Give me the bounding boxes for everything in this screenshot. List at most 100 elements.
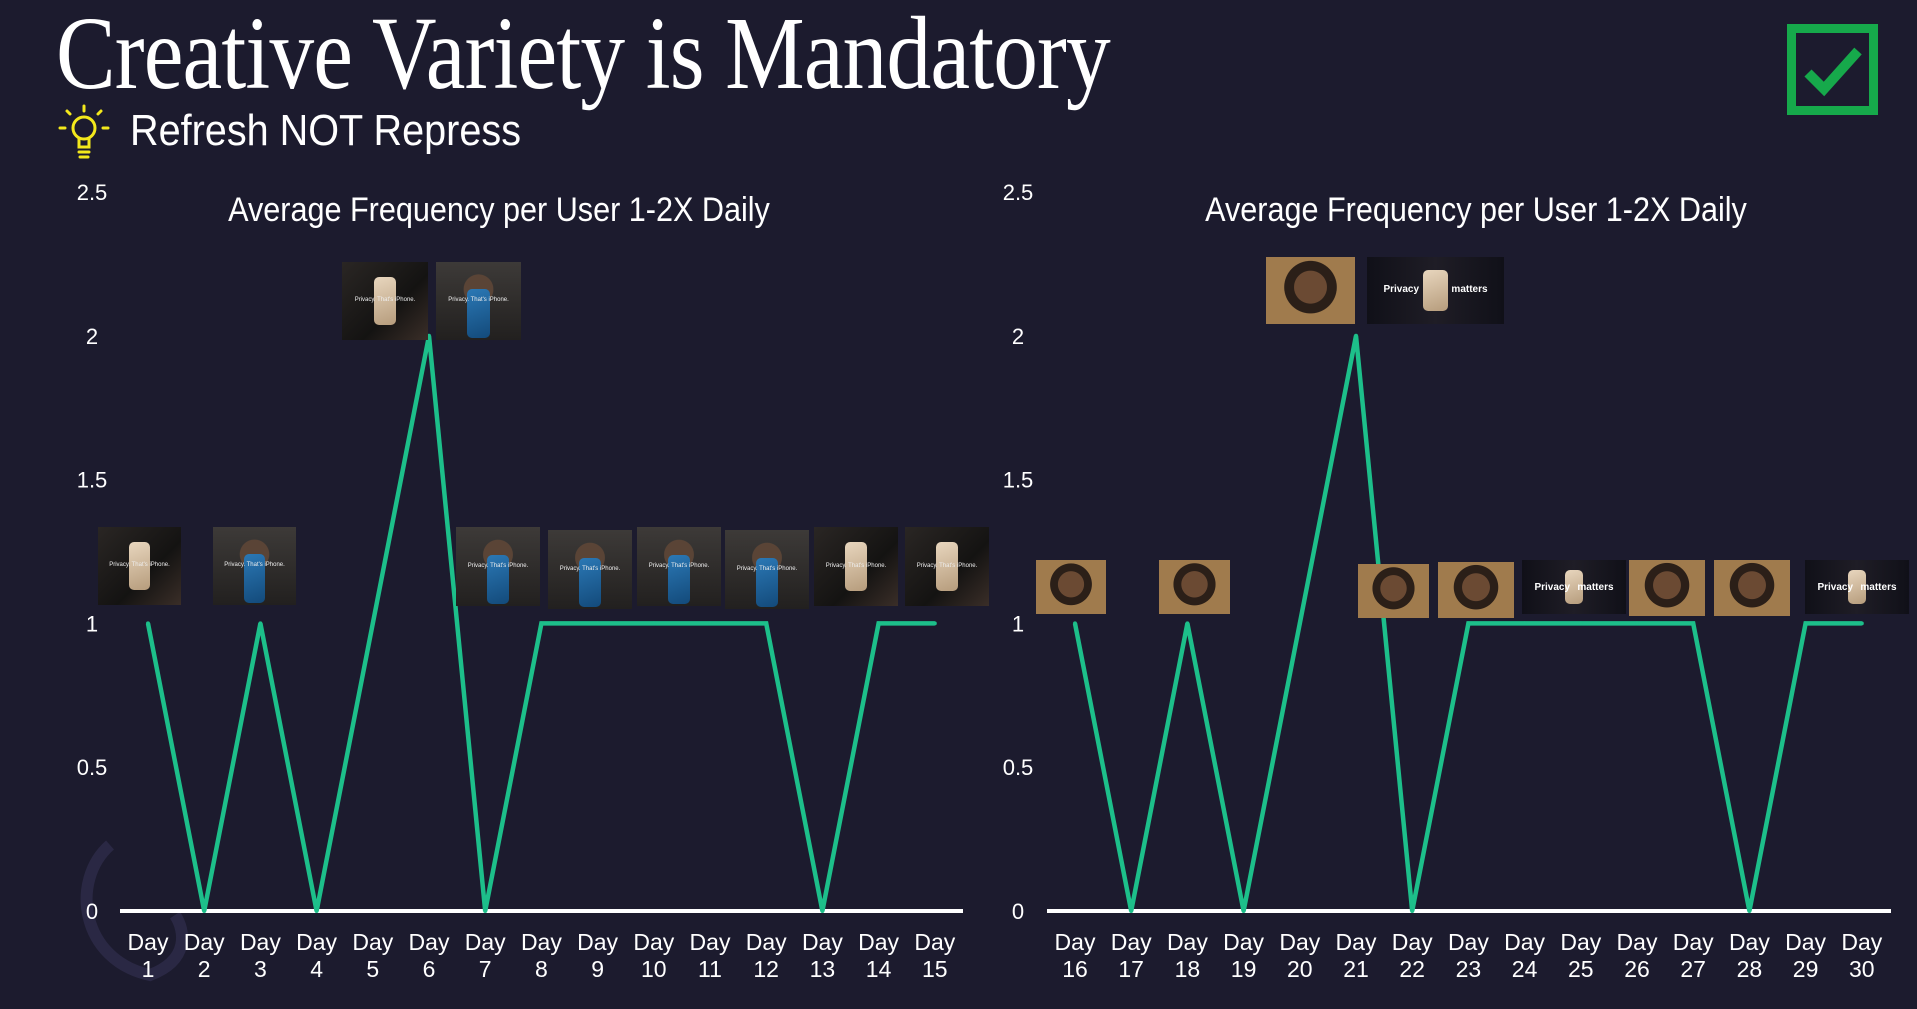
data-point (1185, 621, 1190, 626)
ad-thumbnail: Privacy. That's iPhone. (637, 527, 721, 606)
y-tick-label: 2.5 (1003, 180, 1034, 205)
data-point (1747, 909, 1752, 913)
data-point (820, 909, 825, 913)
ad-thumbnail (1358, 564, 1429, 618)
data-point (202, 909, 207, 913)
x-tick-label: Day 12 (746, 929, 787, 982)
x-tick-label: Day 5 (352, 929, 393, 982)
y-tick-label: 1 (86, 611, 98, 636)
data-point (595, 621, 600, 626)
x-tick-label: Day 21 (1336, 929, 1377, 982)
x-tick-label: Day 6 (409, 929, 450, 982)
x-tick-label: Day 17 (1111, 929, 1152, 982)
x-tick-label: Day 11 (690, 929, 731, 982)
ad-thumbnail: Privacy. That's iPhone. (456, 527, 540, 606)
data-point (1354, 333, 1358, 338)
data-point (539, 621, 544, 626)
data-point (427, 333, 431, 338)
x-tick-label: Day 16 (1055, 929, 1096, 982)
ad-thumbnail: Privacy. That's iPhone. (98, 527, 181, 605)
data-point (1241, 909, 1246, 913)
data-point (651, 621, 656, 626)
y-tick-label: 2 (86, 324, 98, 349)
y-tick-label: 1 (1012, 611, 1024, 636)
data-point (314, 909, 319, 913)
x-tick-label: Day 4 (296, 929, 337, 982)
data-point (1297, 621, 1302, 626)
x-tick-label: Day 13 (802, 929, 843, 982)
x-tick-label: Day 2 (184, 929, 225, 982)
x-tick-label: Day 30 (1841, 929, 1882, 982)
data-point (1578, 621, 1583, 626)
data-point (708, 621, 712, 626)
x-tick-label: Day 9 (577, 929, 618, 982)
ad-thumbnail: Privacy. That's iPhone. (725, 530, 809, 609)
x-tick-label: Day 14 (858, 929, 899, 982)
decorative-swoosh (80, 840, 189, 982)
ad-thumbnail: Privacy matters (1367, 257, 1504, 324)
ad-thumbnail: Privacy matters (1805, 560, 1909, 614)
data-point (1635, 621, 1639, 626)
data-point (1466, 621, 1471, 626)
x-tick-label: Day 29 (1785, 929, 1826, 982)
ad-thumbnail: Privacy. That's iPhone. (548, 530, 632, 609)
x-tick-label: Day 22 (1392, 929, 1433, 982)
page-title: Creative Variety is Mandatory (56, 0, 1111, 111)
x-tick-label: Day 24 (1504, 929, 1545, 982)
data-point (1410, 909, 1415, 913)
data-point (1803, 621, 1808, 626)
y-tick-label: 2 (1012, 324, 1024, 349)
ad-thumbnail: Privacy. That's iPhone. (342, 262, 428, 340)
lightbulb-icon (58, 104, 110, 159)
y-tick-label: 1.5 (1003, 468, 1034, 493)
ad-thumbnail (1714, 560, 1790, 616)
data-point (483, 909, 488, 913)
ad-thumbnail (1438, 562, 1514, 618)
x-tick-label: Day 10 (633, 929, 674, 982)
ad-thumbnail: Privacy. That's iPhone. (814, 527, 898, 606)
data-point (1129, 909, 1134, 913)
x-tick-label: Day 23 (1448, 929, 1489, 982)
x-tick-label: Day 25 (1560, 929, 1601, 982)
x-tick-label: Day 26 (1617, 929, 1658, 982)
chart-title: Average Frequency per User 1-2X Daily (228, 191, 770, 229)
ad-thumbnail: Privacy. That's iPhone. (436, 262, 521, 340)
x-tick-label: Day 15 (914, 929, 955, 982)
checkbox-checked-icon (1787, 24, 1878, 115)
ad-thumbnail: Privacy. That's iPhone. (905, 527, 989, 606)
ad-thumbnail: Privacy. That's iPhone. (213, 527, 296, 605)
data-point (764, 621, 769, 626)
x-tick-label: Day 19 (1223, 929, 1264, 982)
y-tick-label: 0.5 (77, 755, 108, 780)
y-tick-label: 1.5 (77, 468, 108, 493)
ad-thumbnail (1629, 560, 1705, 616)
ad-thumbnail (1266, 257, 1355, 324)
x-tick-label: Day 1 (128, 929, 169, 982)
ad-thumbnail (1159, 560, 1230, 614)
x-tick-label: Day 28 (1729, 929, 1770, 982)
y-tick-label: 0 (1012, 899, 1024, 924)
x-tick-label: Day 3 (240, 929, 281, 982)
chart-title: Average Frequency per User 1-2X Daily (1205, 191, 1747, 229)
y-tick-label: 2.5 (77, 180, 108, 205)
data-point (258, 621, 263, 626)
ad-thumbnail (1036, 560, 1106, 614)
y-tick-label: 0.5 (1003, 755, 1034, 780)
x-tick-label: Day 8 (521, 929, 562, 982)
data-point (1691, 621, 1696, 626)
data-point (932, 621, 937, 626)
x-tick-label: Day 7 (465, 929, 506, 982)
data-point (876, 621, 881, 626)
ad-thumbnail: Privacy matters (1522, 560, 1626, 614)
data-point (370, 621, 375, 626)
subtitle: Refresh NOT Repress (130, 106, 521, 155)
data-point (1522, 621, 1527, 626)
x-tick-label: Day 20 (1279, 929, 1320, 982)
y-tick-label: 0 (86, 899, 98, 924)
x-tick-label: Day 18 (1167, 929, 1208, 982)
x-tick-label: Day 27 (1673, 929, 1714, 982)
data-point (146, 621, 150, 626)
data-point (1859, 621, 1864, 626)
data-point (1073, 621, 1077, 626)
